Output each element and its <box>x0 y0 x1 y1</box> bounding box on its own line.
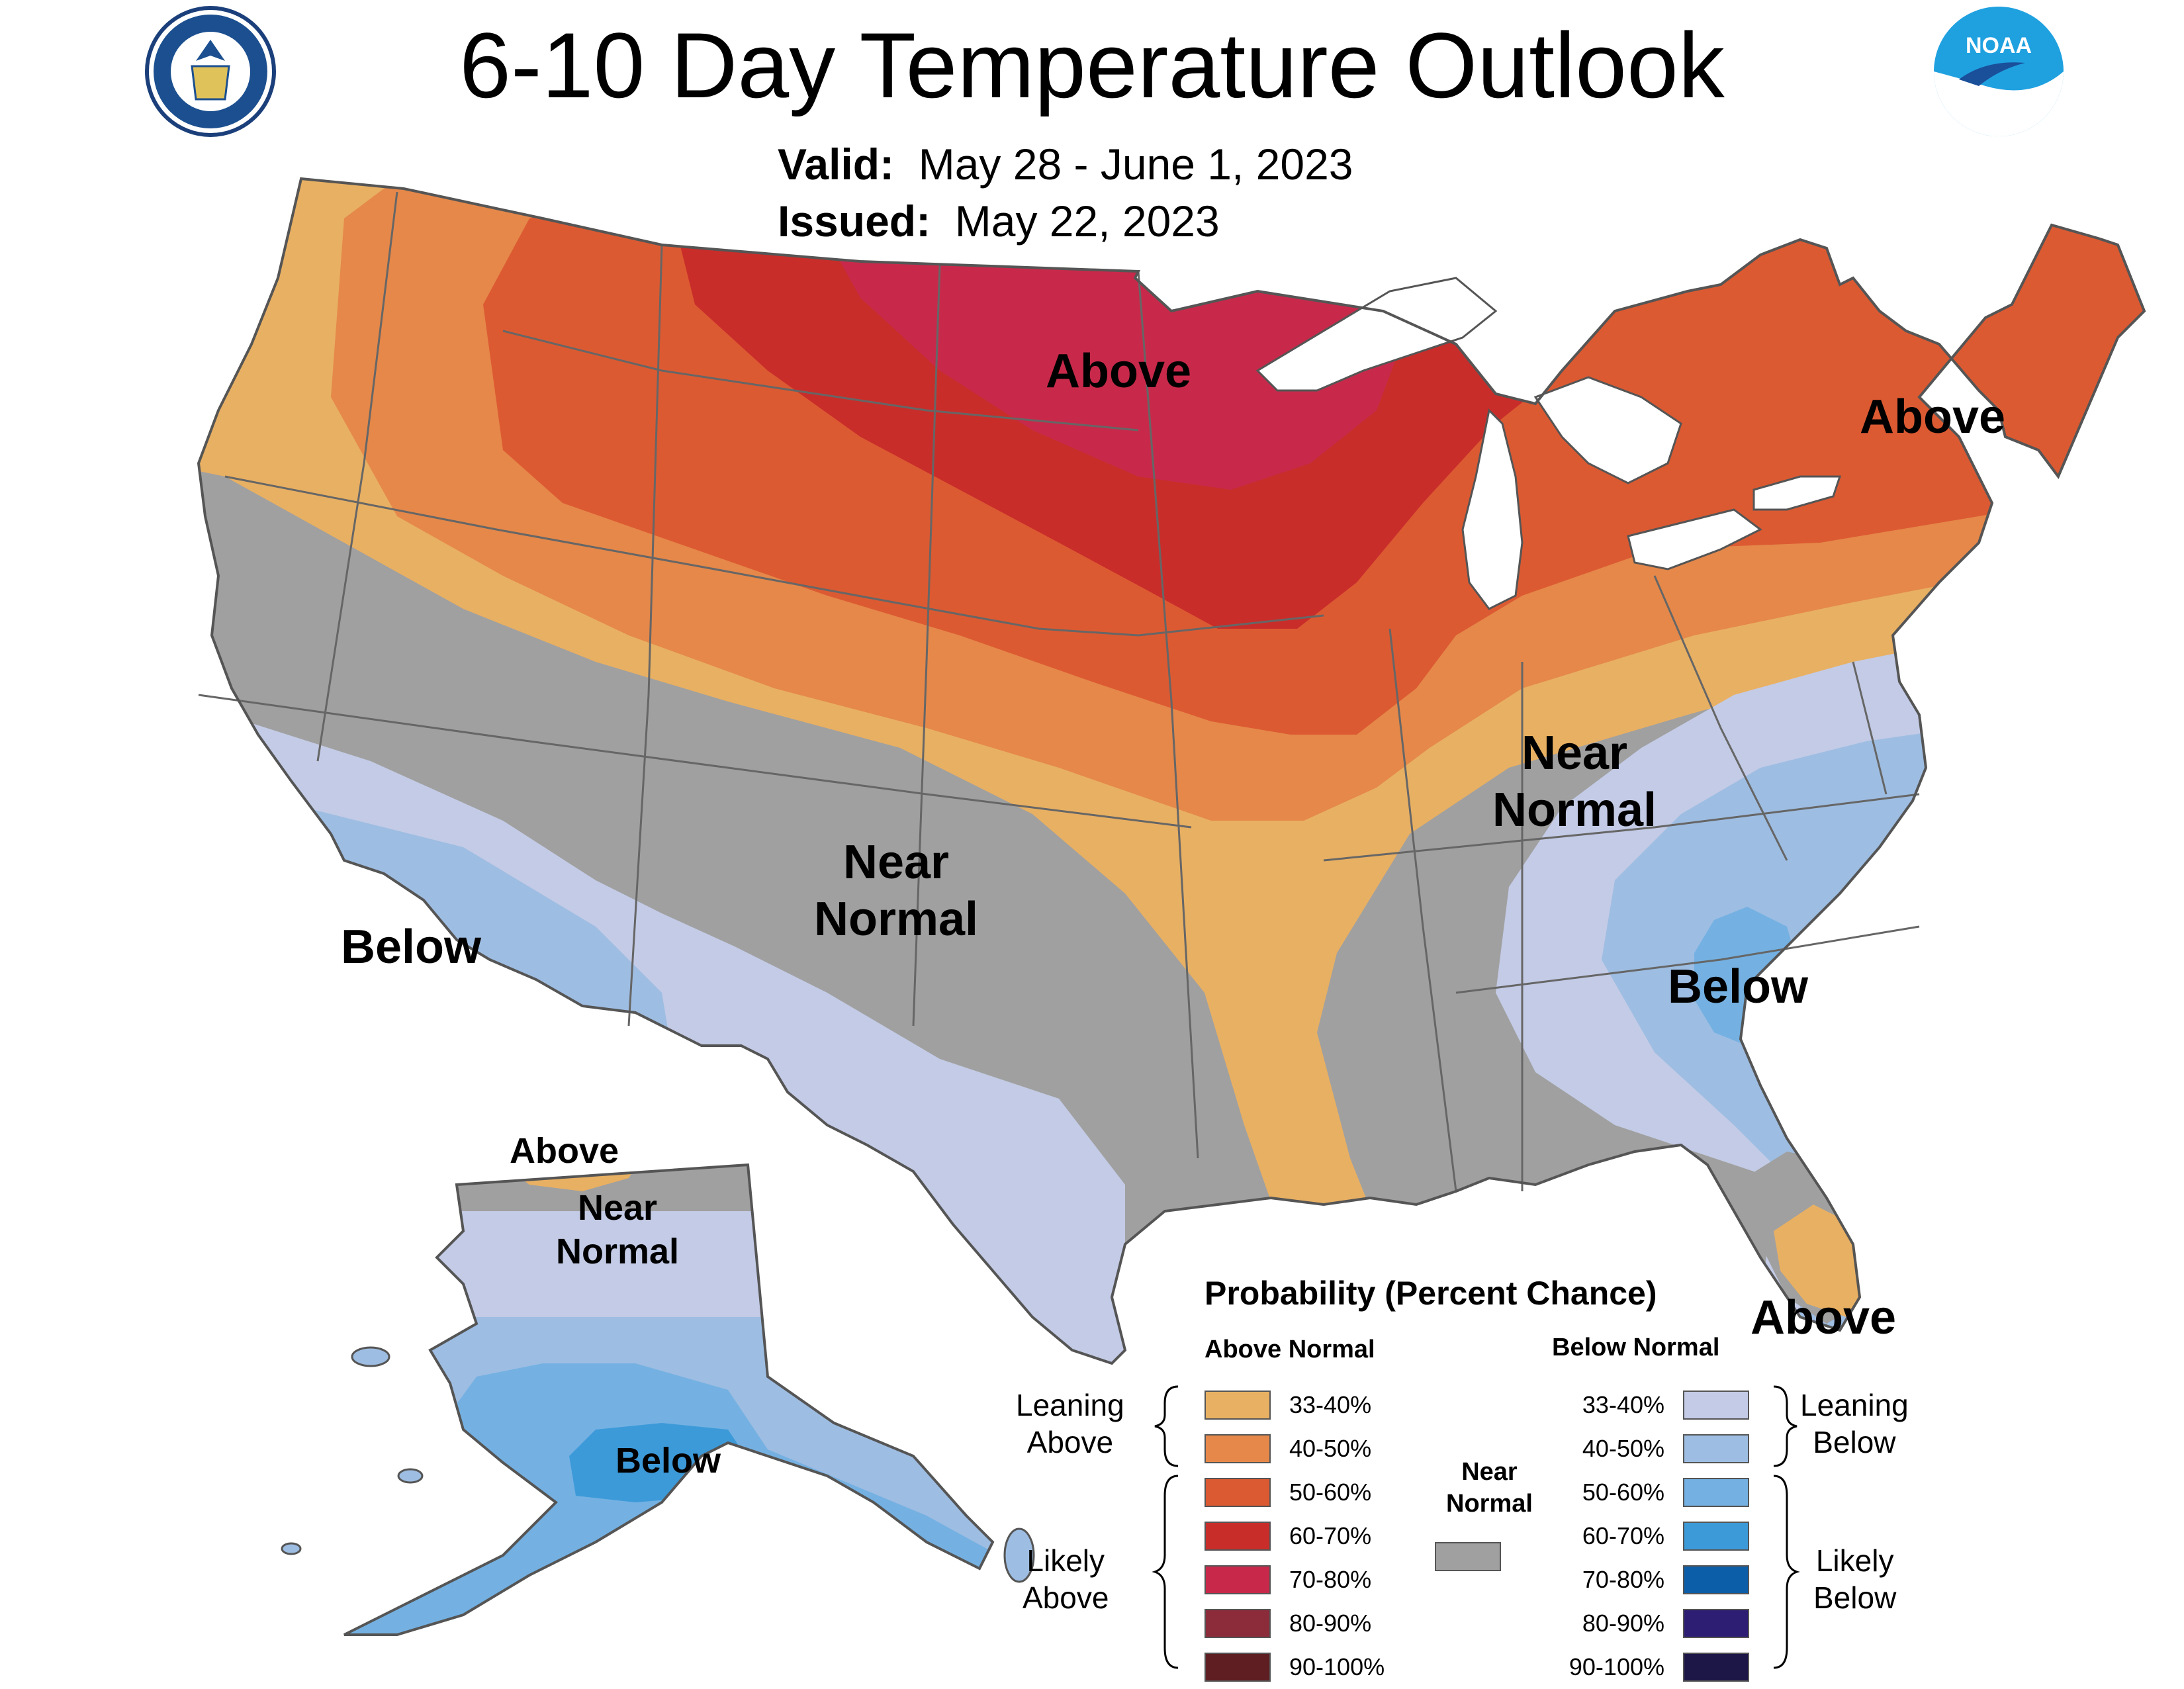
label-alaska-below: Below <box>615 1441 721 1481</box>
legend-below-header: Below Normal <box>1552 1334 1720 1361</box>
page-title: 6-10 Day Temperature Outlook <box>459 13 1725 117</box>
legend-below-braces <box>1773 1385 1800 1669</box>
legend-swatch <box>1205 1522 1271 1551</box>
legend-likely-above: Likely Above <box>1023 1543 1109 1615</box>
label-southwest-below: Below <box>341 921 482 974</box>
legend-above-label: 70-80% <box>1289 1566 1372 1593</box>
legend-swatch <box>1683 1391 1749 1420</box>
legend-title: Probability (Percent Chance) <box>1205 1275 1657 1312</box>
label-northeast-above: Above <box>1860 390 2006 443</box>
legend-above-braces <box>1152 1385 1179 1669</box>
legend-swatch <box>1205 1609 1271 1638</box>
legend-below-item: 33-40% <box>1552 1383 1749 1427</box>
label-alaska-near-normal: Near Normal <box>556 1188 680 1271</box>
legend-leaning-below: Leaning Below <box>1800 1388 1909 1459</box>
legend-swatch <box>1205 1565 1271 1594</box>
great-lakes <box>1255 277 1842 610</box>
legend-below-item: 60-70% <box>1552 1514 1749 1558</box>
legend-swatch <box>1683 1434 1749 1463</box>
legend-swatch <box>1683 1653 1749 1682</box>
legend-above-item: 90-100% <box>1205 1645 1385 1689</box>
legend-above-label: 50-60% <box>1289 1479 1372 1506</box>
legend-below-label: 80-90% <box>1582 1610 1664 1637</box>
legend-swatch <box>1205 1478 1271 1507</box>
legend-above-item: 80-90% <box>1205 1602 1385 1645</box>
state-borders <box>198 191 1920 1192</box>
legend-swatch <box>1205 1434 1271 1463</box>
legend-above-label: 40-50% <box>1289 1435 1372 1462</box>
noaa-logo-icon: NOAA <box>1934 7 2064 136</box>
legend-swatch <box>1205 1653 1271 1682</box>
legend-swatch <box>1683 1609 1749 1638</box>
label-central-near-normal: Near Normal <box>814 836 979 946</box>
legend-below-list: 33-40% 40-50% 50-60% 60-70% 70-80% 80-90… <box>1552 1383 1749 1689</box>
issued-label: Issued: <box>778 197 931 246</box>
legend-swatch <box>1205 1391 1271 1420</box>
legend-below-label: 33-40% <box>1582 1391 1664 1418</box>
legend-above-item: 60-70% <box>1205 1514 1385 1558</box>
legend-above-label: 33-40% <box>1289 1391 1372 1418</box>
legend-above-label: 80-90% <box>1289 1610 1372 1637</box>
legend-below-item: 80-90% <box>1552 1602 1749 1645</box>
label-florida-above: Above <box>1751 1291 1897 1344</box>
legend-swatch <box>1683 1522 1749 1551</box>
issued-value: May 22, 2023 <box>954 197 1220 246</box>
legend-swatch <box>1683 1478 1749 1507</box>
legend-above-item: 40-50% <box>1205 1427 1385 1471</box>
legend-near-swatch <box>1435 1542 1501 1571</box>
legend-below-label: 40-50% <box>1582 1435 1664 1462</box>
legend-below-item: 70-80% <box>1552 1558 1749 1602</box>
legend-near-header: Near Normal <box>1446 1458 1533 1518</box>
legend-swatch <box>1683 1565 1749 1594</box>
label-alaska-above: Above <box>510 1131 619 1171</box>
valid-label: Valid: <box>778 140 895 189</box>
legend-below-label: 70-80% <box>1582 1566 1664 1593</box>
noaa-logo-text: NOAA <box>1966 33 2032 58</box>
conus-outline <box>197 177 2146 1365</box>
label-east-near-normal: Near Normal <box>1492 727 1657 837</box>
date-info: Valid: May 28 - June 1, 2023 Issued: May… <box>778 136 1353 250</box>
legend-above-item: 50-60% <box>1205 1471 1385 1514</box>
legend-below-item: 90-100% <box>1552 1645 1749 1689</box>
legend-likely-below: Likely Below <box>1813 1543 1897 1615</box>
legend-above-label: 90-100% <box>1289 1653 1385 1680</box>
label-north-above: Above <box>1046 345 1192 398</box>
legend-below-label: 50-60% <box>1582 1479 1664 1506</box>
alaska-bands <box>344 1165 993 1635</box>
legend-above-item: 70-80% <box>1205 1558 1385 1602</box>
alaska-islands <box>281 1346 1035 1583</box>
valid-value: May 28 - June 1, 2023 <box>918 140 1353 189</box>
label-southeast-below: Below <box>1668 960 1809 1013</box>
legend-above-item: 33-40% <box>1205 1383 1385 1427</box>
legend-below-item: 40-50% <box>1552 1427 1749 1471</box>
legend-below-label: 90-100% <box>1569 1653 1664 1680</box>
legend-above-list: 33-40% 40-50% 50-60% 60-70% 70-80% 80-90… <box>1205 1383 1385 1689</box>
legend-leaning-above: Leaning Above <box>1016 1388 1124 1459</box>
commerce-seal-icon <box>145 6 276 137</box>
legend-above-label: 60-70% <box>1289 1522 1372 1549</box>
legend-below-item: 50-60% <box>1552 1471 1749 1514</box>
alaska-outline <box>343 1163 995 1636</box>
legend-above-header: Above Normal <box>1205 1336 1375 1363</box>
legend-below-label: 60-70% <box>1582 1522 1664 1549</box>
